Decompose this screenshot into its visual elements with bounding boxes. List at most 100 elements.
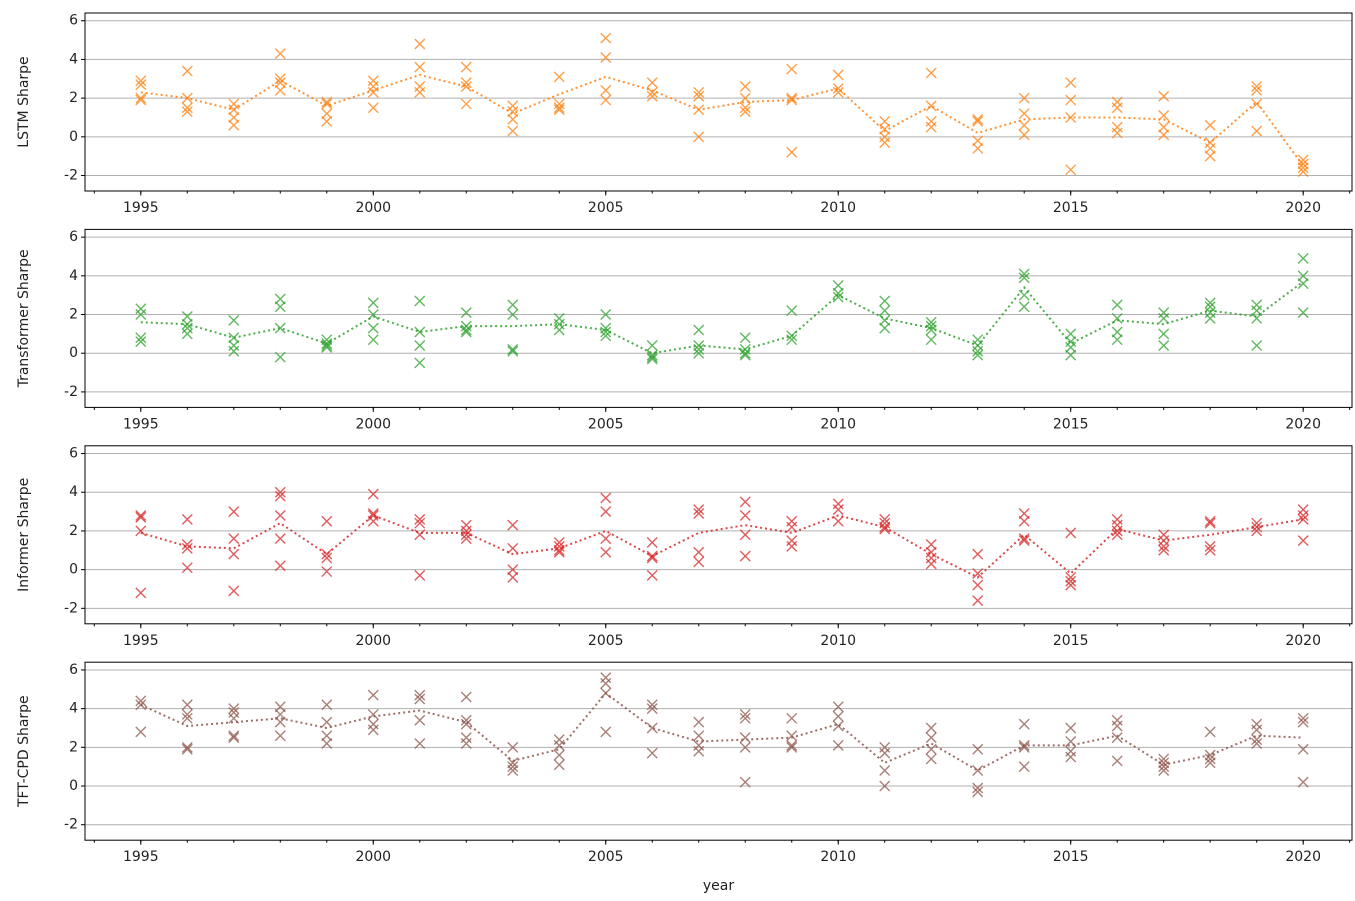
data-point (228, 585, 240, 597)
data-point (1018, 268, 1030, 280)
data-point (1018, 108, 1030, 120)
data-point (181, 741, 193, 753)
data-point (1158, 328, 1170, 340)
y-tick-label: 2 (69, 523, 78, 539)
data-point (553, 102, 565, 114)
data-point (414, 295, 426, 307)
y-axis-label: LSTM Sharpe (16, 56, 32, 147)
data-point (832, 280, 844, 292)
data-point (1297, 278, 1309, 290)
data-point (321, 115, 333, 127)
data-point (1204, 540, 1216, 552)
data-point (135, 336, 147, 348)
data-point (879, 123, 891, 135)
data-point (879, 513, 891, 525)
data-point (1158, 129, 1170, 141)
data-point (414, 737, 426, 749)
data-point (646, 552, 658, 564)
data-point (274, 301, 286, 313)
data-point (1018, 272, 1030, 284)
data-point (1204, 749, 1216, 761)
data-point (553, 537, 565, 549)
data-point (460, 525, 472, 537)
data-point (1018, 119, 1030, 131)
data-point (972, 349, 984, 361)
data-point (1204, 312, 1216, 324)
data-point (972, 113, 984, 125)
data-point (135, 699, 147, 711)
data-point (1065, 349, 1077, 361)
data-point (181, 542, 193, 554)
data-point (321, 341, 333, 353)
data-point (181, 328, 193, 340)
data-point (135, 303, 147, 315)
data-point (1018, 533, 1030, 545)
data-point (646, 703, 658, 715)
data-point (1065, 164, 1077, 176)
data-point (1111, 714, 1123, 726)
data-point (135, 75, 147, 87)
data-point (925, 732, 937, 744)
data-point (1111, 299, 1123, 311)
data-point (274, 293, 286, 305)
data-point (739, 712, 751, 724)
data-point (228, 548, 240, 560)
data-point (274, 490, 286, 502)
data-point (832, 86, 844, 98)
data-point (460, 324, 472, 336)
x-tick-label: 2005 (588, 200, 624, 216)
data-point (972, 115, 984, 127)
x-tick-label: 2000 (355, 416, 391, 432)
data-point (321, 548, 333, 560)
data-point (1297, 716, 1309, 728)
data-point (832, 504, 844, 516)
data-point (507, 571, 519, 583)
data-point (972, 548, 984, 560)
data-point (1204, 150, 1216, 162)
data-point (507, 519, 519, 531)
data-point (414, 326, 426, 338)
data-point (228, 332, 240, 344)
data-point (1065, 751, 1077, 763)
data-point (1111, 334, 1123, 346)
data-point (181, 743, 193, 755)
data-point (693, 716, 705, 728)
data-point (600, 677, 612, 689)
data-point (1158, 544, 1170, 556)
data-point (1204, 515, 1216, 527)
data-point (228, 111, 240, 123)
data-point (367, 75, 379, 87)
data-point (739, 741, 751, 753)
data-point (181, 538, 193, 550)
data-point (228, 314, 240, 326)
data-point (693, 730, 705, 742)
y-tick-label: 0 (69, 345, 78, 361)
data-point (1018, 92, 1030, 104)
data-point (1065, 571, 1077, 583)
data-point (507, 564, 519, 576)
y-tick-label: 6 (69, 229, 78, 245)
data-point (321, 515, 333, 527)
mean-line (140, 73, 1304, 167)
mean-line (140, 514, 1304, 579)
data-point (1251, 299, 1263, 311)
data-point (274, 701, 286, 713)
data-point (739, 81, 751, 93)
data-point (1158, 90, 1170, 102)
data-point (739, 529, 751, 541)
y-tick-label: -2 (64, 168, 78, 184)
data-point (786, 741, 798, 753)
data-point (1204, 726, 1216, 738)
data-point (832, 739, 844, 751)
data-point (600, 326, 612, 338)
x-tick-label: 1995 (123, 849, 159, 865)
data-point (646, 339, 658, 351)
x-tick-label: 2020 (1285, 200, 1321, 216)
y-tick-label: 0 (69, 562, 78, 578)
data-point (460, 732, 472, 744)
data-point (414, 38, 426, 50)
data-point (1065, 722, 1077, 734)
data-point (460, 714, 472, 726)
data-point (1297, 509, 1309, 521)
